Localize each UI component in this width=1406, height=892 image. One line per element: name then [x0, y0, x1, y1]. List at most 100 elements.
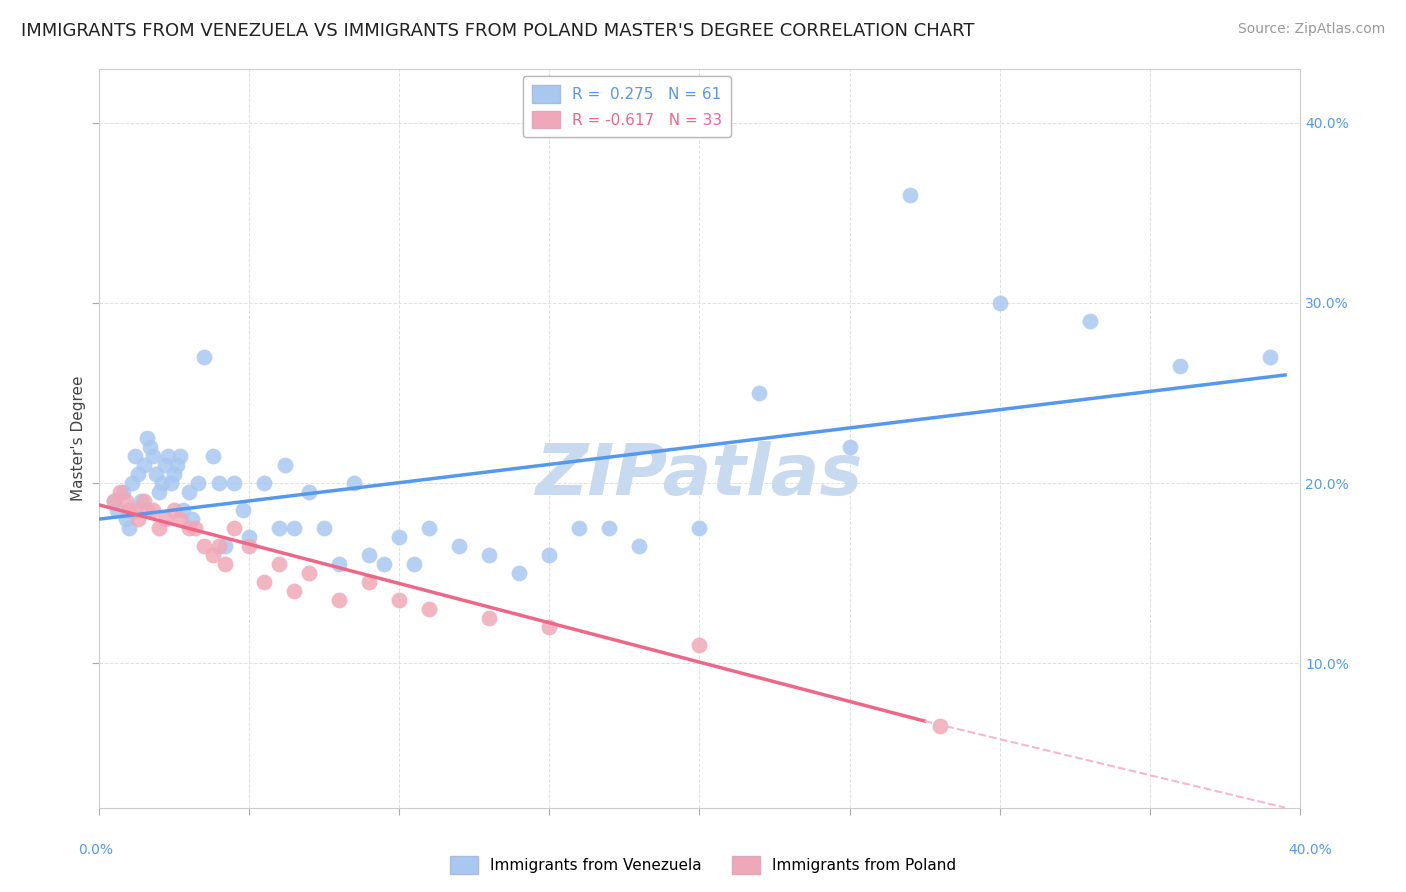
Point	[166, 458, 188, 472]
Point	[898, 187, 921, 202]
Point	[193, 539, 215, 553]
Point	[150, 476, 173, 491]
Legend: Immigrants from Venezuela, Immigrants from Poland: Immigrants from Venezuela, Immigrants fr…	[444, 850, 962, 880]
Point	[127, 512, 149, 526]
Point	[238, 539, 260, 553]
Point	[267, 558, 290, 572]
Point	[132, 458, 155, 472]
Point	[169, 449, 191, 463]
Point	[114, 494, 136, 508]
Point	[538, 548, 561, 562]
Point	[159, 476, 181, 491]
Point	[180, 512, 202, 526]
Point	[142, 503, 165, 517]
Point	[124, 503, 146, 517]
Point	[404, 558, 426, 572]
Point	[208, 476, 231, 491]
Point	[357, 575, 380, 590]
Point	[568, 521, 591, 535]
Point	[538, 620, 561, 634]
Text: ZIPatlas: ZIPatlas	[536, 441, 863, 509]
Point	[111, 485, 134, 500]
Point	[177, 521, 200, 535]
Point	[449, 539, 471, 553]
Point	[129, 494, 152, 508]
Point	[1078, 314, 1101, 328]
Text: Source: ZipAtlas.com: Source: ZipAtlas.com	[1237, 22, 1385, 37]
Point	[132, 494, 155, 508]
Point	[105, 503, 128, 517]
Point	[267, 521, 290, 535]
Point	[688, 639, 710, 653]
Point	[142, 449, 165, 463]
Point	[343, 476, 366, 491]
Point	[688, 521, 710, 535]
Point	[478, 611, 501, 625]
Point	[232, 503, 254, 517]
Point	[127, 467, 149, 482]
Point	[184, 521, 207, 535]
Point	[283, 521, 305, 535]
Point	[108, 485, 131, 500]
Point	[418, 602, 440, 616]
Point	[163, 467, 186, 482]
Point	[163, 503, 186, 517]
Y-axis label: Master's Degree: Master's Degree	[72, 376, 86, 500]
Point	[169, 512, 191, 526]
Point	[139, 440, 162, 454]
Point	[988, 296, 1011, 310]
Point	[135, 431, 157, 445]
Point	[201, 449, 224, 463]
Point	[121, 476, 143, 491]
Point	[118, 503, 141, 517]
Point	[328, 593, 350, 607]
Point	[193, 350, 215, 364]
Point	[153, 458, 176, 472]
Point	[145, 467, 167, 482]
Point	[298, 566, 321, 581]
Point	[214, 558, 236, 572]
Point	[148, 485, 170, 500]
Point	[148, 521, 170, 535]
Point	[1168, 359, 1191, 373]
Point	[388, 593, 411, 607]
Point	[177, 485, 200, 500]
Point	[187, 476, 209, 491]
Point	[156, 449, 179, 463]
Point	[1258, 350, 1281, 364]
Point	[388, 530, 411, 544]
Point	[274, 458, 297, 472]
Point	[418, 521, 440, 535]
Point	[114, 512, 136, 526]
Point	[598, 521, 620, 535]
Point	[328, 558, 350, 572]
Point	[508, 566, 530, 581]
Point	[208, 539, 231, 553]
Point	[103, 494, 125, 508]
Point	[253, 476, 276, 491]
Point	[238, 530, 260, 544]
Point	[283, 584, 305, 599]
Point	[172, 503, 194, 517]
Point	[253, 575, 276, 590]
Text: 0.0%: 0.0%	[79, 843, 112, 857]
Point	[222, 476, 245, 491]
Text: IMMIGRANTS FROM VENEZUELA VS IMMIGRANTS FROM POLAND MASTER'S DEGREE CORRELATION : IMMIGRANTS FROM VENEZUELA VS IMMIGRANTS …	[21, 22, 974, 40]
Point	[357, 548, 380, 562]
Point	[838, 440, 860, 454]
Point	[478, 548, 501, 562]
Point	[153, 512, 176, 526]
Text: 40.0%: 40.0%	[1288, 843, 1333, 857]
Point	[118, 521, 141, 535]
Point	[103, 494, 125, 508]
Point	[124, 449, 146, 463]
Point	[312, 521, 335, 535]
Point	[201, 548, 224, 562]
Point	[748, 386, 770, 401]
Point	[298, 485, 321, 500]
Point	[628, 539, 651, 553]
Point	[928, 719, 950, 733]
Point	[373, 558, 395, 572]
Point	[214, 539, 236, 553]
Point	[222, 521, 245, 535]
